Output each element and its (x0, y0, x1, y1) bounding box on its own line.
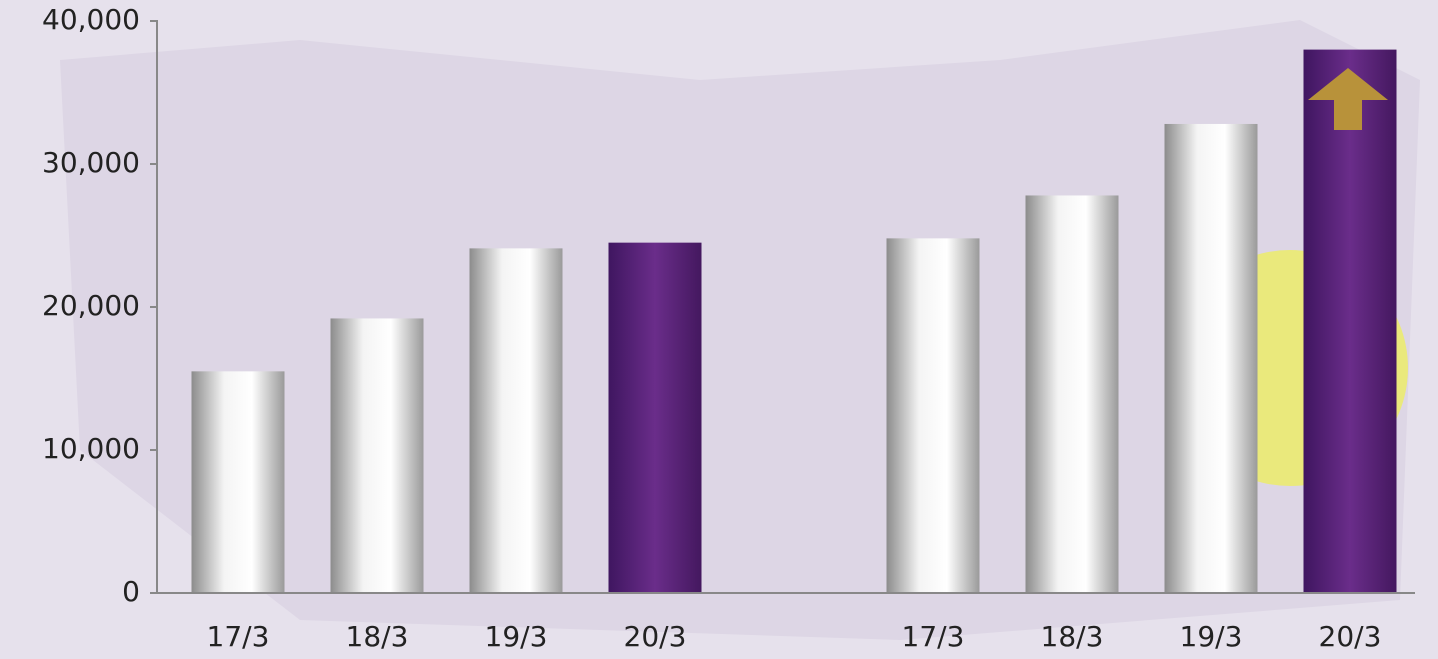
bar (330, 318, 424, 593)
bar (191, 371, 285, 593)
x-tick-label: 17/3 (207, 620, 270, 653)
x-tick-label: 19/3 (485, 620, 548, 653)
up-arrow (1308, 68, 1388, 130)
x-tick-label: 19/3 (1180, 620, 1243, 653)
bar (1164, 123, 1258, 594)
bar (469, 248, 563, 593)
y-tick-label: 20,000 (42, 289, 140, 322)
bar (608, 242, 702, 593)
y-tick-label: 40,000 (42, 3, 140, 36)
x-tick-label: 18/3 (346, 620, 409, 653)
bar (1303, 49, 1397, 594)
x-tick-label: 20/3 (624, 620, 687, 653)
y-tick-label: 10,000 (42, 432, 140, 465)
y-tick-label: 30,000 (42, 146, 140, 179)
bar (1025, 195, 1119, 593)
x-tick-label: 18/3 (1041, 620, 1104, 653)
y-tick-label: 0 (122, 575, 140, 608)
x-tick-label: 17/3 (902, 620, 965, 653)
x-tick-label: 20/3 (1319, 620, 1382, 653)
bar (886, 238, 980, 594)
bars (191, 49, 1397, 594)
